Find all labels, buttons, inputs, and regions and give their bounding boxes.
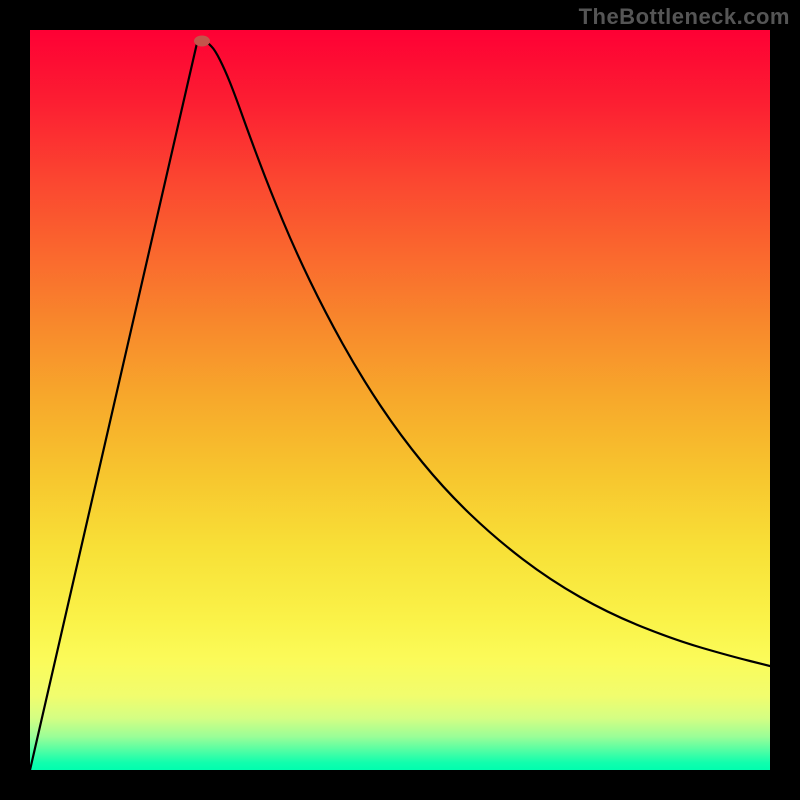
plot-area <box>30 30 770 770</box>
chart-svg <box>30 30 770 770</box>
optimal-marker <box>194 36 210 47</box>
gradient-background <box>30 30 770 770</box>
watermark-text: TheBottleneck.com <box>579 4 790 30</box>
chart-frame: TheBottleneck.com <box>0 0 800 800</box>
